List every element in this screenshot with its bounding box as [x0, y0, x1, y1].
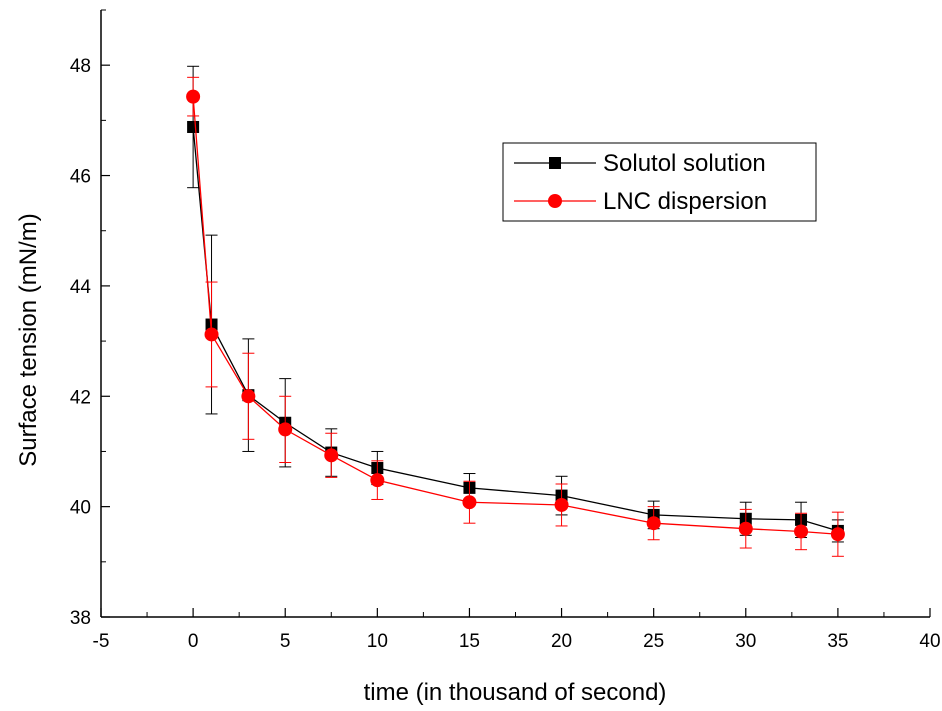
y-tick-label: 46	[70, 167, 91, 188]
x-tick-label: 15	[459, 631, 480, 652]
data-point	[187, 120, 200, 133]
x-tick-label: 0	[188, 631, 199, 652]
series-2	[186, 76, 845, 557]
axes: -5 0 5 10 15 20 25 30 35 40 38 40 42 44 46 48	[70, 9, 941, 652]
x-tick-label: 40	[919, 631, 940, 652]
legend-label: Solutol solution	[603, 150, 766, 177]
x-tick-label: 5	[280, 631, 291, 652]
y-axis-title: Surface tension (mN/m)	[15, 213, 42, 466]
data-point	[204, 327, 219, 342]
legend-label: LNC dispersion	[603, 188, 767, 215]
y-tick-label: 44	[70, 277, 92, 298]
data-point	[794, 524, 809, 539]
data-point	[462, 495, 477, 510]
x-tick-label: 25	[643, 631, 664, 652]
legend-marker	[548, 194, 562, 208]
y-tick-label: 38	[70, 608, 91, 629]
legend-marker	[549, 157, 561, 169]
data-point	[738, 521, 753, 536]
y-tick-label: 42	[70, 387, 91, 408]
x-tick-label: 30	[735, 631, 756, 652]
data-point	[241, 389, 256, 404]
data-point	[554, 497, 569, 512]
series-layer	[186, 65, 845, 557]
data-point	[646, 516, 661, 531]
data-point	[186, 89, 201, 104]
y-tick-label: 48	[70, 56, 91, 77]
x-tick-label: 35	[827, 631, 848, 652]
data-point	[278, 422, 293, 437]
legend: Solutol solution LNC dispersion	[502, 142, 817, 222]
x-tick-label: 20	[551, 631, 572, 652]
data-point	[830, 527, 845, 542]
series-line	[192, 126, 839, 532]
legend-box	[502, 142, 817, 222]
x-tick-label: 10	[367, 631, 388, 652]
x-tick-label: -5	[93, 631, 110, 652]
y-tick-label: 40	[70, 498, 91, 519]
x-axis-title: time (in thousand of second)	[364, 679, 667, 706]
data-point	[324, 448, 339, 463]
data-point	[370, 473, 385, 488]
series-line	[192, 96, 838, 535]
series-1	[187, 65, 844, 543]
